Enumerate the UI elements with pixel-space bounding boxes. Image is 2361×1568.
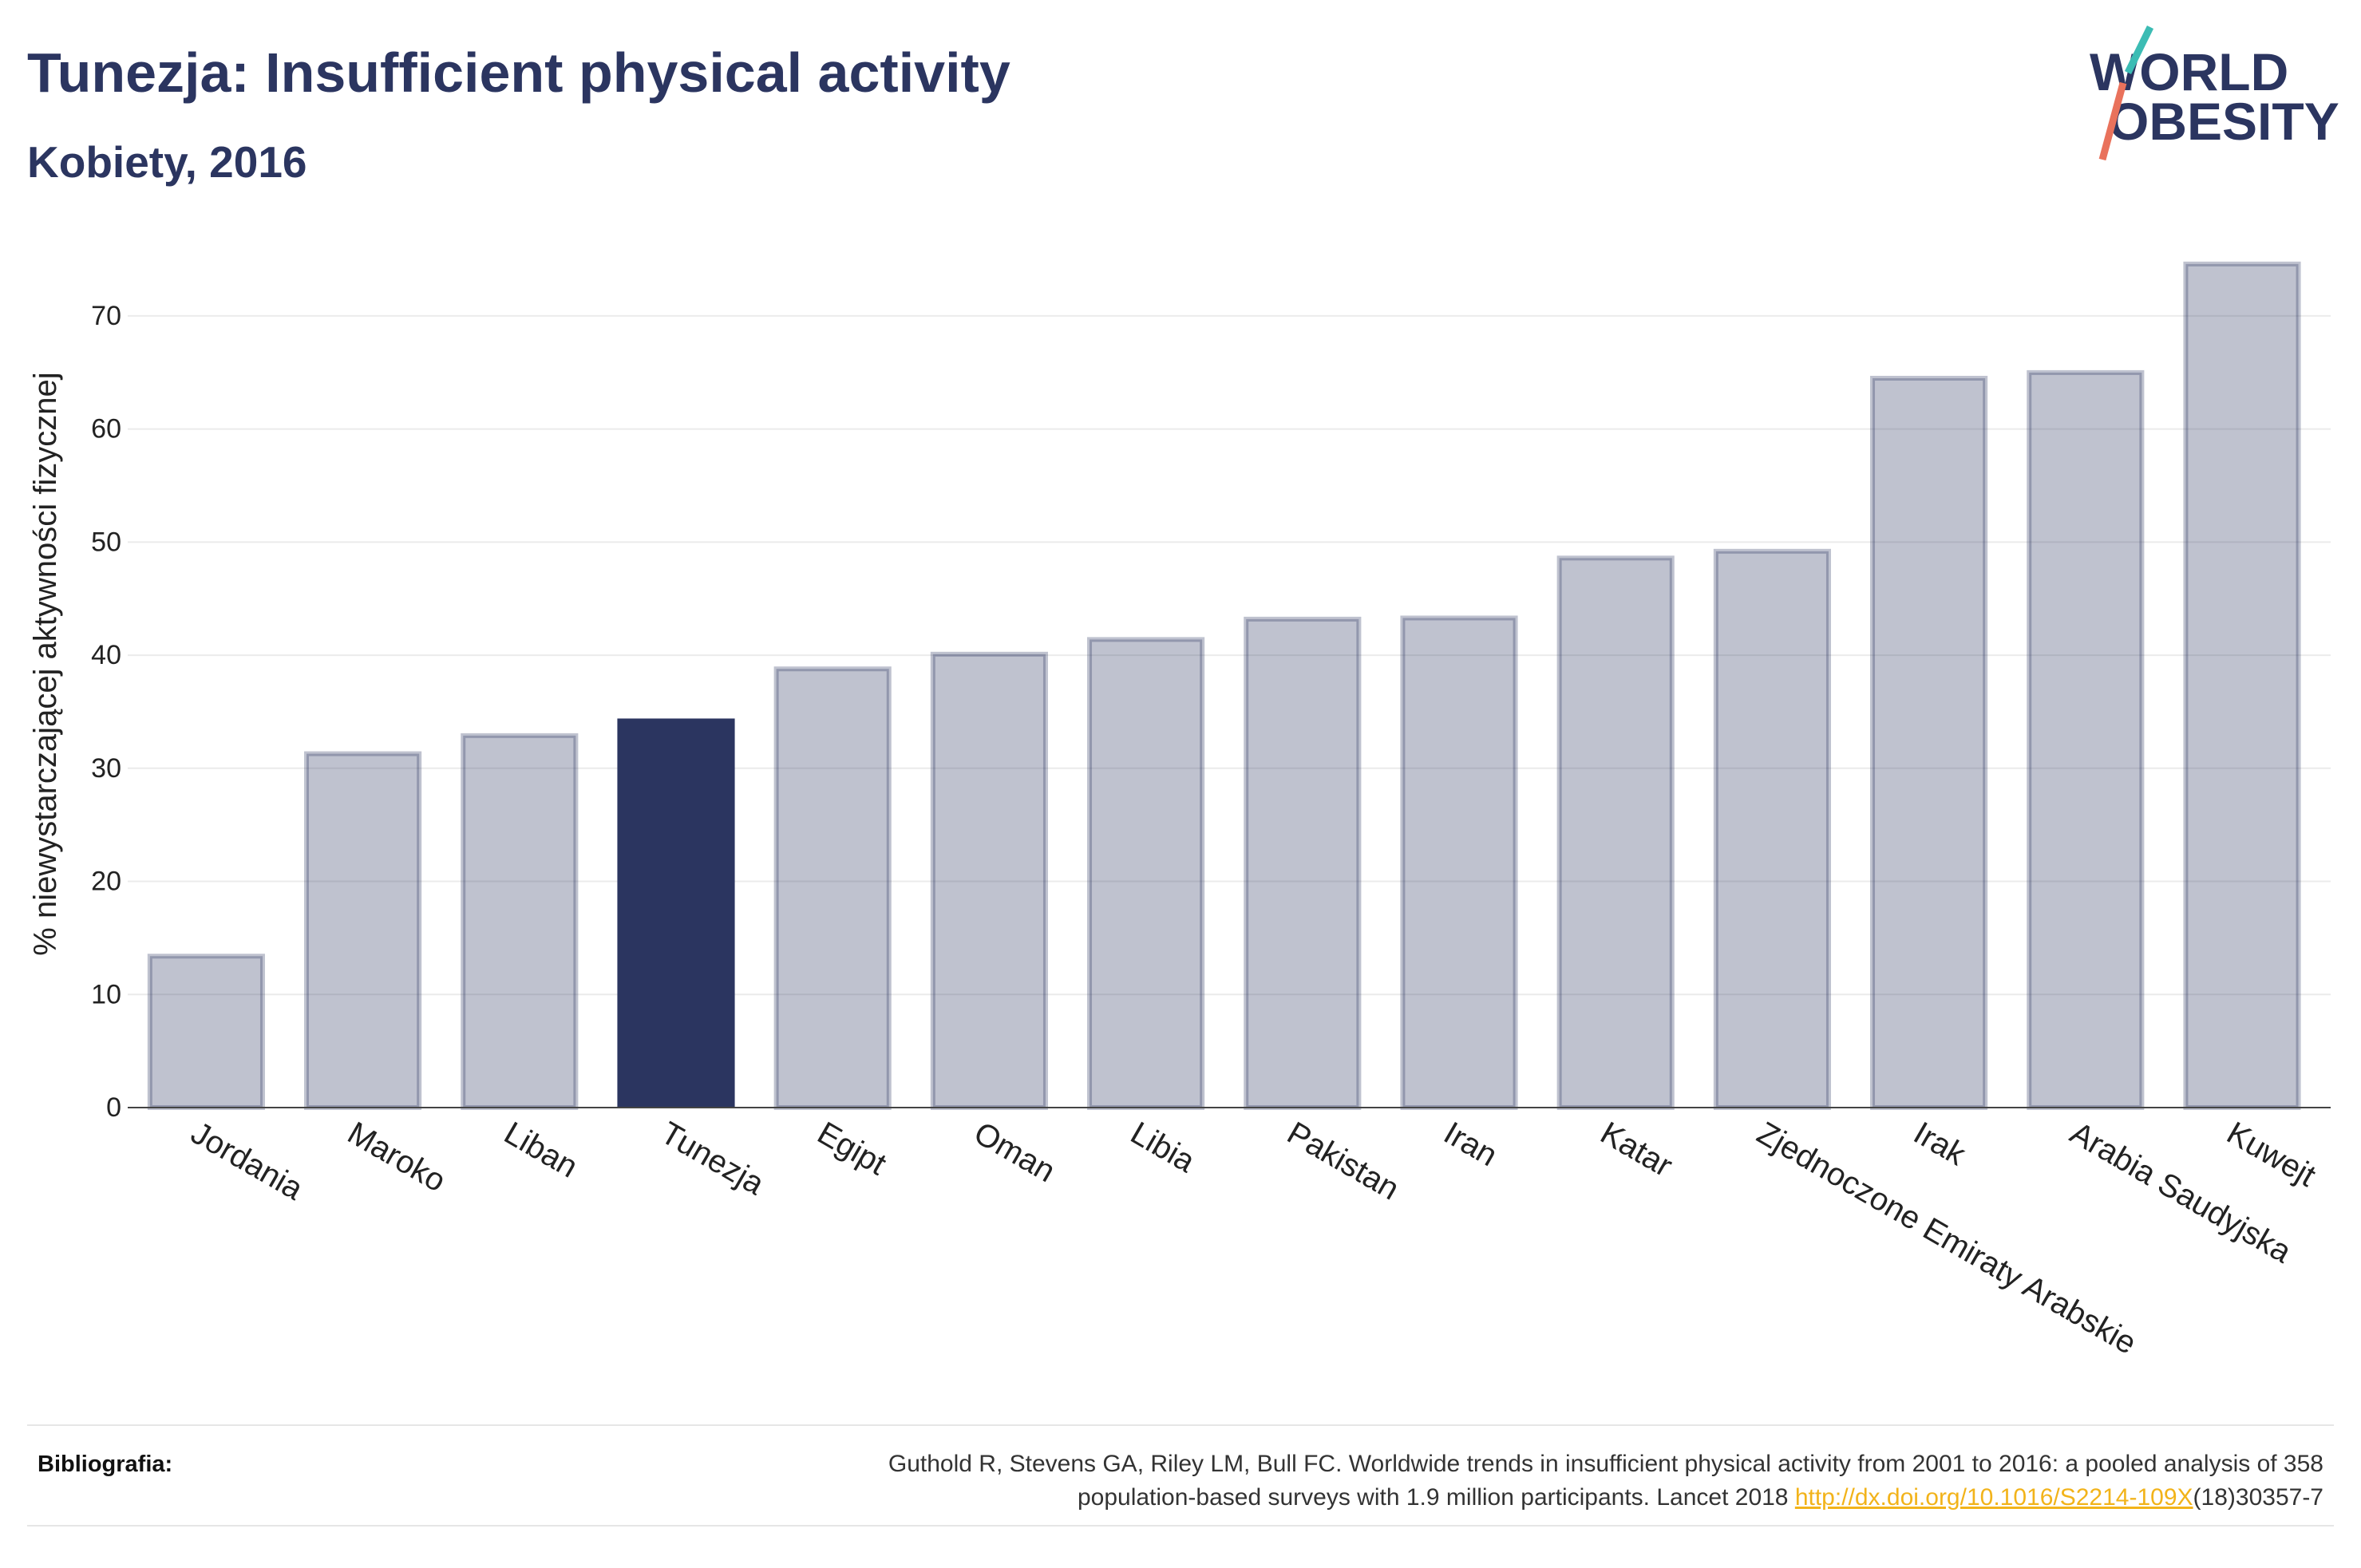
bar-irak [1870, 375, 1988, 1110]
x-tick-labels: Jordania Maroko Liban Tunezja Egipt Oman Libia… [185, 1116, 2322, 1361]
x-tick-label-tunezja: Tunezja [655, 1116, 771, 1203]
x-tick-label-iran: Iran [1438, 1116, 1504, 1174]
footer-top-divider [27, 1424, 2334, 1426]
y-tick-label: 60 [91, 414, 121, 444]
y-tick-labels: 0 10 20 30 40 50 60 70 [91, 301, 121, 1123]
logo-slash-top [2124, 26, 2154, 74]
y-axis-label: % niewystarczającej aktywności fizycznej [28, 372, 63, 955]
y-tick-label: 70 [91, 301, 121, 331]
bar-maroko [304, 751, 422, 1110]
y-tick-label: 30 [91, 753, 121, 784]
footer-bottom-divider [27, 1525, 2334, 1527]
gridlines [128, 314, 2331, 996]
y-tick-label: 20 [91, 867, 121, 897]
x-tick-label-oman: Oman [968, 1116, 1061, 1190]
x-tick-label-maroko: Maroko [342, 1116, 452, 1199]
bibliography-label: Bibliografia: [38, 1451, 173, 1477]
doi-link[interactable]: http://dx.doi.org/10.1016/S2214-109X [1794, 1484, 2193, 1511]
bar-tunezja [617, 718, 735, 1108]
x-tick-label-katar: Katar [1595, 1116, 1679, 1184]
bar-zjednoczone-emiraty-arabskie [1713, 548, 1831, 1110]
bar-egipt [773, 666, 892, 1110]
x-tick-label-irak: Irak [1908, 1116, 1972, 1173]
citation-link-suffix: (18)30357-7 [2193, 1484, 2323, 1511]
x-tick-label-jordania: Jordania [185, 1116, 310, 1207]
bar-liban [461, 733, 579, 1110]
y-tick-label: 0 [106, 1092, 121, 1123]
bar-kuwejt [2183, 261, 2301, 1110]
bar-katar [1556, 555, 1675, 1110]
bar-pakistan [1244, 616, 1362, 1110]
x-tick-label-pakistan: Pakistan [1281, 1116, 1405, 1207]
citation-line-2-text: population-based surveys with 1.9 millio… [1077, 1484, 1795, 1511]
logo-slash-bottom [2098, 81, 2127, 161]
x-tick-label-egipt: Egipt [812, 1116, 892, 1183]
bar-arabia-saudyjska [2027, 369, 2145, 1110]
chart-title: Tunezja: Insufficient physical activity [27, 41, 1010, 104]
x-tick-label-libia: Libia [1125, 1116, 1201, 1180]
y-tick-label: 50 [91, 527, 121, 557]
bar-jordania [147, 954, 265, 1111]
y-tick-label: 40 [91, 640, 121, 670]
x-tick-label-liban: Liban [498, 1116, 583, 1185]
world-obesity-logo: WORLD OBESITY [2090, 26, 2339, 161]
y-tick-label: 10 [91, 979, 121, 1009]
chart-subtitle: Kobiety, 2016 [27, 137, 307, 187]
bar-oman [930, 651, 1048, 1110]
x-tick-label-kuwejt: Kuwejt [2221, 1116, 2322, 1194]
logo-word-obesity: OBESITY [2108, 92, 2339, 151]
bars [147, 261, 2301, 1111]
citation-line-1: Guthold R, Stevens GA, Riley LM, Bull FC… [888, 1451, 2323, 1477]
bar-iran [1400, 615, 1518, 1110]
citation-line-2: population-based surveys with 1.9 millio… [888, 1481, 2323, 1515]
bar-libia [1087, 637, 1205, 1110]
bibliography-citation: Guthold R, Stevens GA, Riley LM, Bull FC… [888, 1448, 2323, 1515]
